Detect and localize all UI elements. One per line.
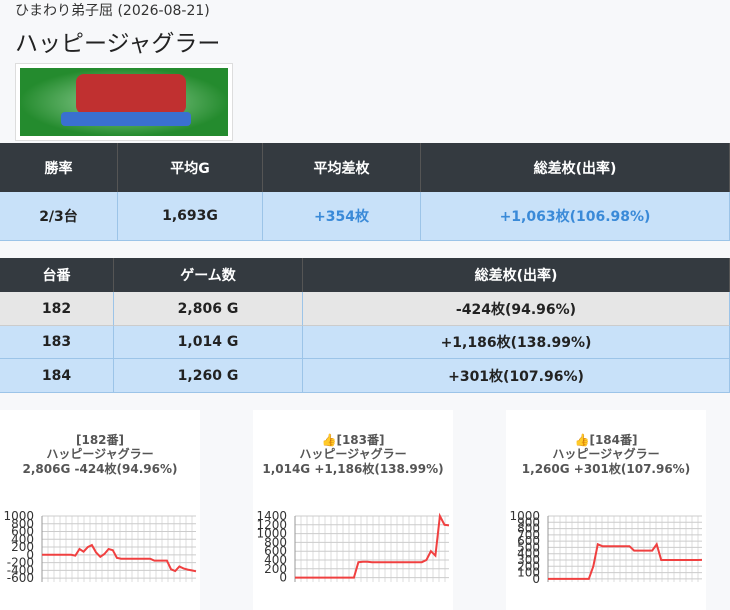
cell: 1,693G [118, 192, 263, 241]
cell: -424枚(94.96%) [303, 292, 730, 326]
cell: +1,186枚(138.99%) [303, 326, 730, 359]
y-tick-label: 800 [264, 535, 287, 549]
cell: +1,063枚(106.98%) [421, 192, 730, 241]
y-tick-label: 1000 [509, 509, 540, 523]
column-header: 平均G [118, 143, 263, 192]
store-date: ひまわり弟子屈 (2026-08-21) [15, 3, 210, 19]
y-tick-label: 1000 [256, 527, 287, 541]
y-tick-label: 0 [279, 571, 287, 585]
y-tick-label: 700 [517, 528, 540, 542]
data-line [42, 543, 197, 573]
cell: 182 [0, 292, 114, 326]
y-tick-label: 1000 [3, 509, 34, 523]
y-tick-label: 1400 [256, 509, 287, 523]
y-tick-label: 400 [11, 532, 34, 546]
chart-subtitle: ハッピージャグラー [46, 446, 153, 461]
column-header: 総差枚(出率) [303, 258, 730, 292]
y-tick-label: 0 [532, 572, 540, 586]
data-line [295, 512, 450, 579]
y-tick-label: 900 [517, 515, 540, 529]
chart-subtitle: ハッピージャグラー [299, 446, 406, 461]
cell: +354枚 [263, 192, 421, 241]
cell: 1,014 G [114, 326, 303, 359]
banner-image [15, 63, 233, 141]
cell: 183 [0, 326, 114, 359]
cell: 184 [0, 359, 114, 393]
chart-subtitle: ハッピージャグラー [552, 446, 659, 461]
banner-art [20, 68, 228, 136]
data-line [548, 542, 703, 580]
y-tick-label: 200 [264, 562, 287, 576]
y-tick-label: 100 [517, 566, 540, 580]
y-tick-label: 500 [517, 540, 540, 554]
y-tick-label: 800 [517, 522, 540, 536]
y-tick-label: 600 [11, 525, 34, 539]
column-header: 勝率 [0, 143, 118, 192]
cell: +301枚(107.96%) [303, 359, 730, 393]
machine-table: 台番 ゲーム数 総差枚(出率) 182 2,806 G -424枚(94.96%) 183 1… [0, 258, 730, 393]
y-tick-label: 200 [11, 540, 34, 554]
y-tick-label: 0 [26, 548, 34, 562]
chart-caption: 2,806G -424枚(94.96%) [23, 461, 178, 476]
y-tick-label: 400 [264, 553, 287, 567]
y-tick-label: -200 [7, 556, 34, 570]
chart-title: 👍[183番] [322, 432, 385, 447]
chart-caption: 1,014G +1,186枚(138.99%) [262, 461, 443, 476]
column-header: 台番 [0, 258, 114, 292]
machine-title: ハッピージャグラー [15, 31, 221, 57]
y-tick-label: 400 [517, 547, 540, 561]
y-tick-label: 300 [517, 553, 540, 567]
cell: 1,260 G [114, 359, 303, 393]
y-tick-label: 800 [11, 517, 34, 531]
chart-title: [182番] [76, 432, 124, 447]
column-header: ゲーム数 [114, 258, 303, 292]
chart-title: 👍[184番] [575, 432, 638, 447]
y-tick-label: 600 [517, 534, 540, 548]
column-header: 総差枚(出率) [421, 143, 730, 192]
chart-caption: 1,260G +301枚(107.96%) [522, 461, 690, 476]
y-tick-label: -400 [7, 563, 34, 577]
cell: 2,806 G [114, 292, 303, 326]
y-tick-label: -600 [7, 571, 34, 585]
y-tick-label: 600 [264, 544, 287, 558]
column-header: 平均差枚 [263, 143, 421, 192]
y-tick-label: 200 [517, 559, 540, 573]
y-tick-label: 1200 [256, 518, 287, 532]
summary-table: 勝率 平均G 平均差枚 総差枚(出率) 2/3台 1,693G +354枚 +1,063枚(1… [0, 143, 730, 241]
cell: 2/3台 [0, 192, 118, 241]
